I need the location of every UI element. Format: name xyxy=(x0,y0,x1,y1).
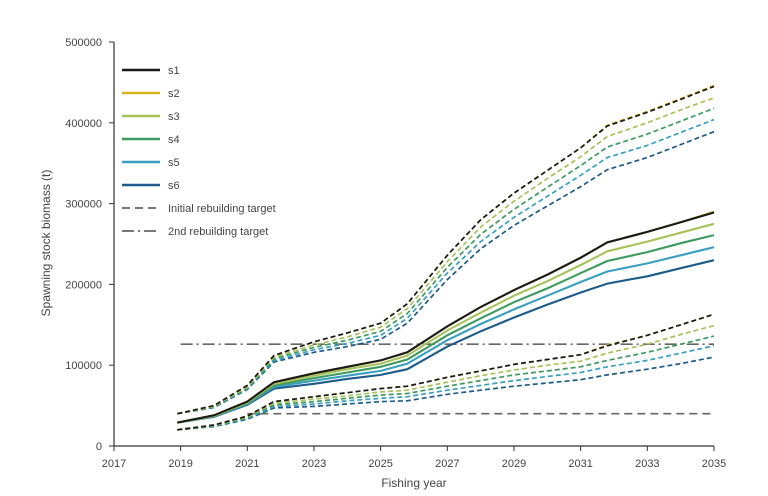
x-axis-title: Fishing year xyxy=(381,476,446,490)
x-tick-label: 2025 xyxy=(368,458,392,470)
series-s1-lower-line xyxy=(177,313,715,431)
x-tick-label: 2031 xyxy=(568,458,592,470)
y-axis: 0 100000 200000 300000 400000 500000 xyxy=(65,37,115,453)
legend: s1 s2 s3 s4 s5 s6 Initial rebuilding target 2nd… xyxy=(122,65,276,238)
x-tick-label: 2017 xyxy=(102,458,126,470)
series-s4-median-line xyxy=(177,234,715,424)
series-s5-upper-line xyxy=(177,118,715,415)
series-s4-upper-line xyxy=(177,107,715,415)
y-axis-title: Spawning stock biomass (t) xyxy=(39,170,53,317)
series-s5-median-line xyxy=(177,246,715,424)
legend-label-s3: s3 xyxy=(168,111,180,123)
series-s3-upper-line xyxy=(177,97,715,415)
x-axis: 2017 2019 2021 2023 2025 2027 2029 2031 2033 2035 xyxy=(102,445,726,470)
y-tick-label: 100000 xyxy=(65,360,102,372)
y-tick-label: 300000 xyxy=(65,199,102,211)
y-tick-label: 0 xyxy=(96,441,102,453)
x-tick-label: 2035 xyxy=(702,458,726,470)
series-s3-lower-line xyxy=(177,324,715,431)
x-tick-label: 2033 xyxy=(635,458,659,470)
legend-label-s1: s1 xyxy=(168,65,180,77)
series-s3-median-line xyxy=(177,222,715,424)
x-tick-label: 2019 xyxy=(168,458,192,470)
x-tick-label: 2029 xyxy=(502,458,526,470)
legend-label-ref-0: Initial rebuilding target xyxy=(168,203,276,215)
series-s1-upper-line xyxy=(177,85,715,415)
legend-label-ref-1: 2nd rebuilding target xyxy=(168,226,268,238)
y-tick-label: 500000 xyxy=(65,37,102,49)
legend-label-s5: s5 xyxy=(168,157,180,169)
series-s6-upper-line xyxy=(177,130,715,415)
y-tick-label: 400000 xyxy=(65,118,102,130)
legend-label-s6: s6 xyxy=(168,180,180,192)
series-s1-median-line xyxy=(177,211,715,424)
legend-label-s4: s4 xyxy=(168,134,180,146)
series-s4-lower-line xyxy=(177,335,715,431)
reference-lines xyxy=(180,343,714,415)
x-tick-label: 2023 xyxy=(302,458,326,470)
series-s2-upper-line xyxy=(177,84,715,415)
x-tick-label: 2021 xyxy=(235,458,259,470)
legend-label-s2: s2 xyxy=(168,88,180,100)
y-tick-label: 200000 xyxy=(65,279,102,291)
series-s5-lower-line xyxy=(177,344,715,431)
x-tick-label: 2027 xyxy=(435,458,459,470)
series-s6-lower-line xyxy=(177,356,715,431)
series-lines xyxy=(177,84,715,431)
series-s6-median-line xyxy=(177,259,715,424)
